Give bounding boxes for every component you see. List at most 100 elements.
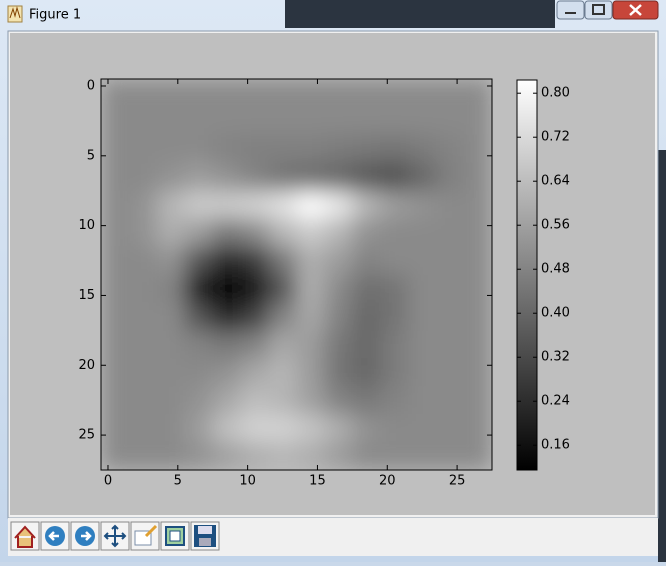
- heatmap-cell: [380, 386, 409, 415]
- heatmap-cell: [324, 190, 353, 220]
- pan-icon: [103, 524, 127, 548]
- heatmap-cell: [184, 79, 214, 108]
- heatmap-cell: [128, 246, 158, 275]
- heatmap-cell: [352, 106, 381, 136]
- heatmap-cell: [380, 414, 409, 443]
- heatmap-cell: [101, 106, 130, 136]
- heatmap-cell: [128, 134, 158, 164]
- app-icon-glyph: [9, 6, 21, 19]
- heatmap-cell: [352, 330, 381, 359]
- heatmap-cell: [156, 218, 186, 248]
- colorbar-tick-label: 0.80: [541, 86, 570, 101]
- heatmap-cell: [156, 106, 186, 136]
- background-window: [658, 150, 666, 562]
- home-icon: [14, 525, 36, 548]
- heatmap-cell: [184, 134, 214, 164]
- heatmap-cell: [380, 442, 409, 470]
- axes-frame: [100, 78, 493, 471]
- heatmap-cell: [268, 162, 297, 192]
- heatmap-cell: [101, 218, 130, 248]
- heatmap-cell: [128, 190, 158, 220]
- heatmap-cell: [268, 442, 297, 470]
- heatmap-cell: [240, 134, 270, 164]
- heatmap-cell: [268, 218, 297, 248]
- heatmap-cell: [212, 302, 242, 331]
- heatmap-cell: [296, 358, 325, 387]
- x-tick-label: 20: [379, 474, 396, 489]
- y-tick-label: 10: [78, 218, 95, 233]
- heatmap-cell: [240, 246, 270, 275]
- heatmap-cell: [240, 274, 270, 303]
- y-tick-label: 0: [87, 78, 95, 93]
- heatmap-cell: [296, 134, 325, 164]
- heatmap-cell: [184, 190, 214, 220]
- heatmap-cell: [212, 330, 242, 359]
- heatmap-cell: [268, 246, 297, 275]
- heatmap-cell: [128, 106, 158, 136]
- heatmap-cell: [184, 414, 214, 443]
- heatmap-cell: [380, 330, 409, 359]
- heatmap-cell: [296, 442, 325, 470]
- heatmap-cell: [268, 190, 297, 220]
- heatmap-cell: [212, 218, 242, 248]
- heatmap-cell: [212, 79, 242, 108]
- heatmap-cell: [268, 274, 297, 303]
- heatmap-cell: [240, 106, 270, 136]
- heatmap-cell: [436, 302, 465, 331]
- heatmap-cell: [380, 162, 409, 192]
- toolbar-buttons: [10, 521, 220, 551]
- heatmap-cell: [464, 274, 492, 303]
- heatmap-cell: [101, 386, 130, 415]
- heatmap-cell: [128, 162, 158, 192]
- y-tick-label: 20: [78, 358, 95, 373]
- save-label: [198, 526, 212, 534]
- heatmap-cell: [408, 358, 437, 387]
- heatmap-cell: [156, 190, 186, 220]
- heatmap-cell: [296, 330, 325, 359]
- heatmap-cell: [296, 162, 325, 192]
- minimize-button[interactable]: [556, 0, 585, 20]
- subplots-inner: [169, 530, 181, 542]
- heatmap-cell: [240, 358, 270, 387]
- heatmap-cell: [296, 414, 325, 443]
- heatmap-cell: [380, 134, 409, 164]
- heatmap-cell: [212, 246, 242, 275]
- heatmap-cell: [324, 358, 353, 387]
- heatmap-cell: [380, 106, 409, 136]
- heatmap-cell: [184, 442, 214, 470]
- heatmap-cell: [184, 386, 214, 415]
- heatmap-cell: [212, 134, 242, 164]
- heatmap-cell: [380, 358, 409, 387]
- heatmap-cell: [464, 134, 492, 164]
- heatmap-cell: [156, 162, 186, 192]
- heatmap-cell: [408, 414, 437, 443]
- heatmap-cell: [464, 106, 492, 136]
- heatmap-cell: [212, 442, 242, 470]
- heatmap-cell: [296, 274, 325, 303]
- heatmap-cell: [464, 330, 492, 359]
- heatmap-cell: [268, 414, 297, 443]
- heatmap-cell: [184, 246, 214, 275]
- heatmap-cell: [352, 442, 381, 470]
- x-tick-label: 5: [174, 474, 182, 489]
- heatmap-cell: [156, 330, 186, 359]
- heatmap-cell: [156, 302, 186, 331]
- zoom-pen: [144, 524, 158, 538]
- heatmap-cell: [156, 79, 186, 108]
- heatmap-cell: [156, 134, 186, 164]
- heatmap-cell: [296, 79, 325, 108]
- heatmap-cell: [184, 330, 214, 359]
- heatmap-cell: [464, 302, 492, 331]
- heatmap-cell: [436, 79, 465, 108]
- heatmap-cell: [240, 386, 270, 415]
- maximize-button[interactable]: [584, 0, 613, 20]
- heatmap-cell: [128, 79, 158, 108]
- heatmap-cell: [436, 218, 465, 248]
- heatmap-cell: [156, 274, 186, 303]
- heatmap-cell: [296, 246, 325, 275]
- heatmap-cell: [296, 386, 325, 415]
- heatmap-cell: [464, 162, 492, 192]
- maximize-glyph: [592, 4, 605, 15]
- heatmap-cell: [380, 79, 409, 108]
- heatmap-cell: [436, 414, 465, 443]
